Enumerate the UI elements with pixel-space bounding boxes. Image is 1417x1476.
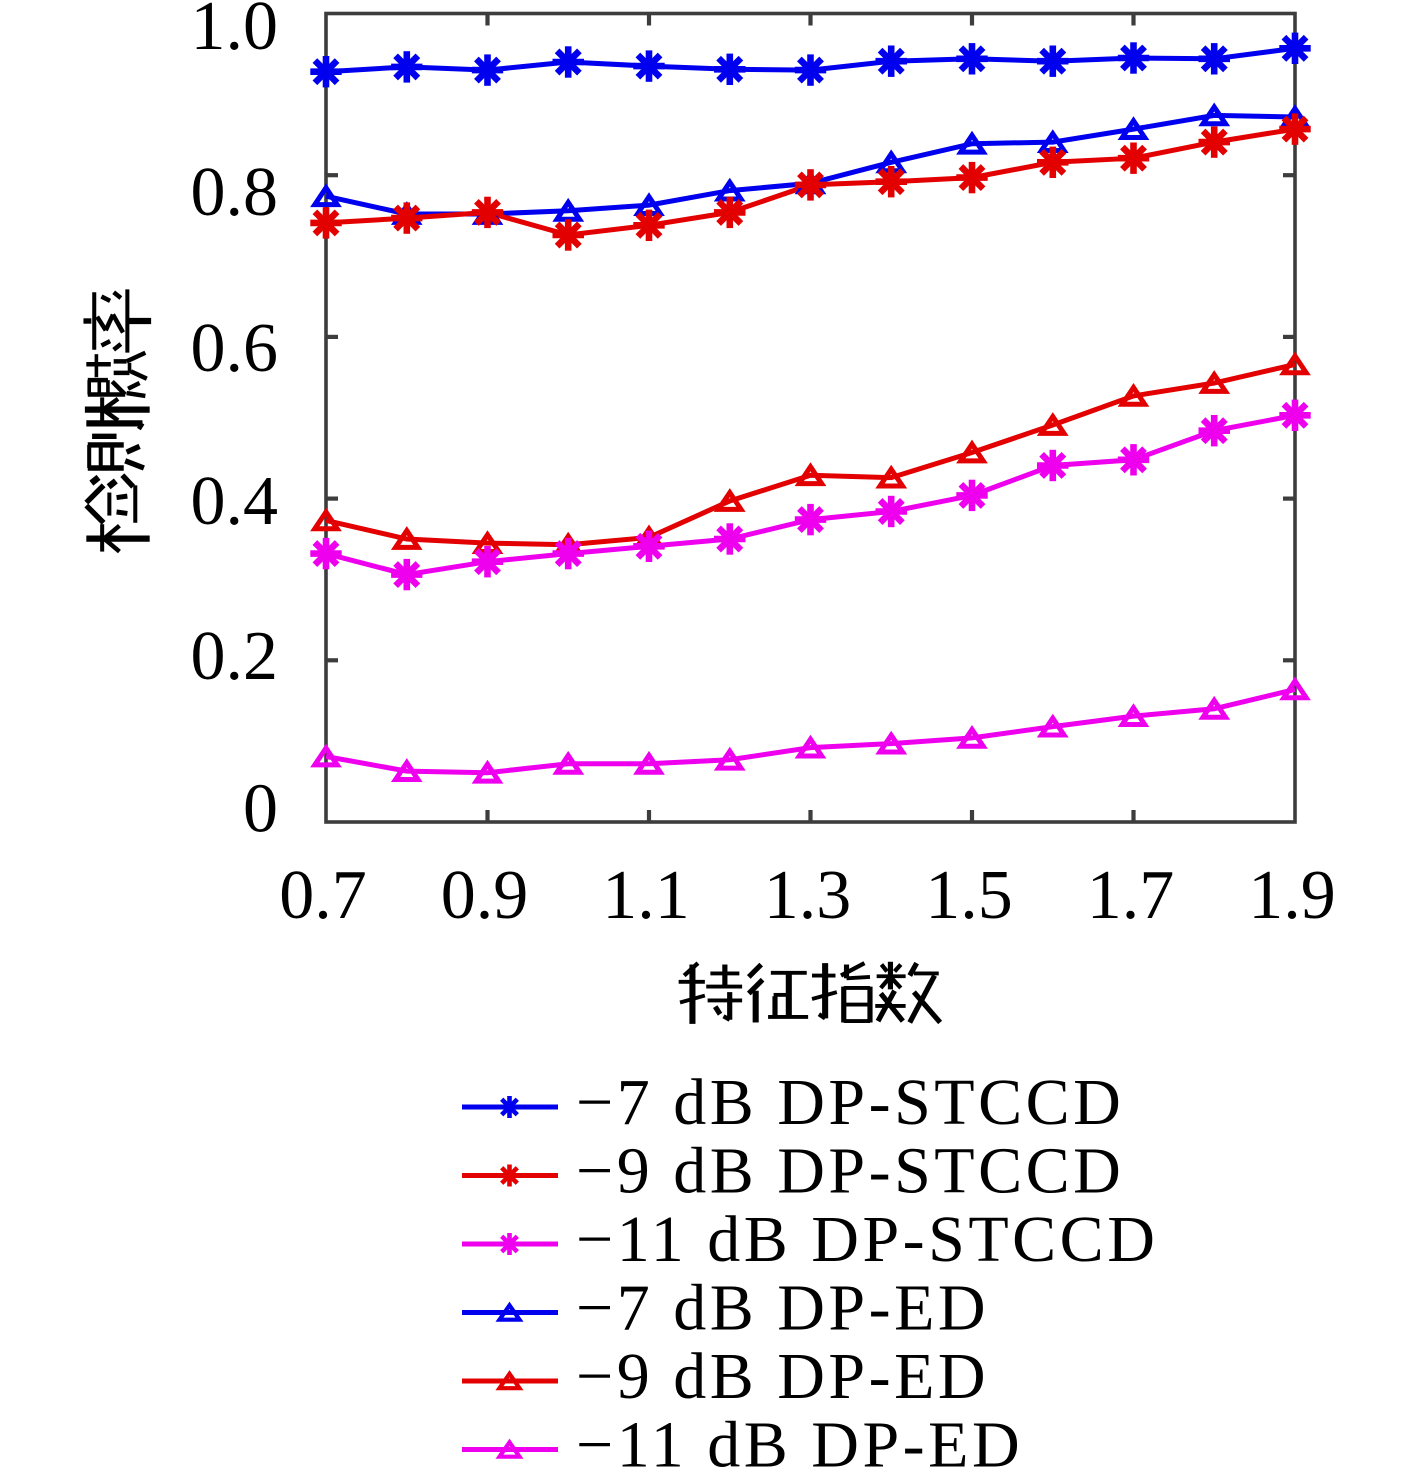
svg-text:0: 0 xyxy=(243,771,278,848)
svg-text:1.7: 1.7 xyxy=(1087,857,1175,934)
svg-text:1.9: 1.9 xyxy=(1248,857,1336,934)
svg-text:−11 dB DP-ED: −11 dB DP-ED xyxy=(576,1409,1023,1476)
svg-text:1.0: 1.0 xyxy=(191,0,279,65)
svg-text:−7 dB DP-STCCD: −7 dB DP-STCCD xyxy=(576,1066,1124,1139)
svg-text:0.9: 0.9 xyxy=(441,857,529,934)
svg-text:1.3: 1.3 xyxy=(764,857,852,934)
svg-text:0.6: 0.6 xyxy=(191,310,279,387)
svg-text:0.4: 0.4 xyxy=(191,463,279,540)
svg-text:1.1: 1.1 xyxy=(602,857,690,934)
svg-text:−11 dB DP-STCCD: −11 dB DP-STCCD xyxy=(576,1203,1158,1276)
svg-text:0.7: 0.7 xyxy=(279,857,367,934)
svg-text:0.2: 0.2 xyxy=(191,618,279,695)
svg-text:−9 dB DP-STCCD: −9 dB DP-STCCD xyxy=(576,1135,1124,1208)
svg-text:1.5: 1.5 xyxy=(925,857,1013,934)
svg-text:0.8: 0.8 xyxy=(191,154,279,231)
svg-text:−9 dB DP-ED: −9 dB DP-ED xyxy=(576,1340,989,1413)
svg-text:−7 dB DP-ED: −7 dB DP-ED xyxy=(576,1272,989,1345)
